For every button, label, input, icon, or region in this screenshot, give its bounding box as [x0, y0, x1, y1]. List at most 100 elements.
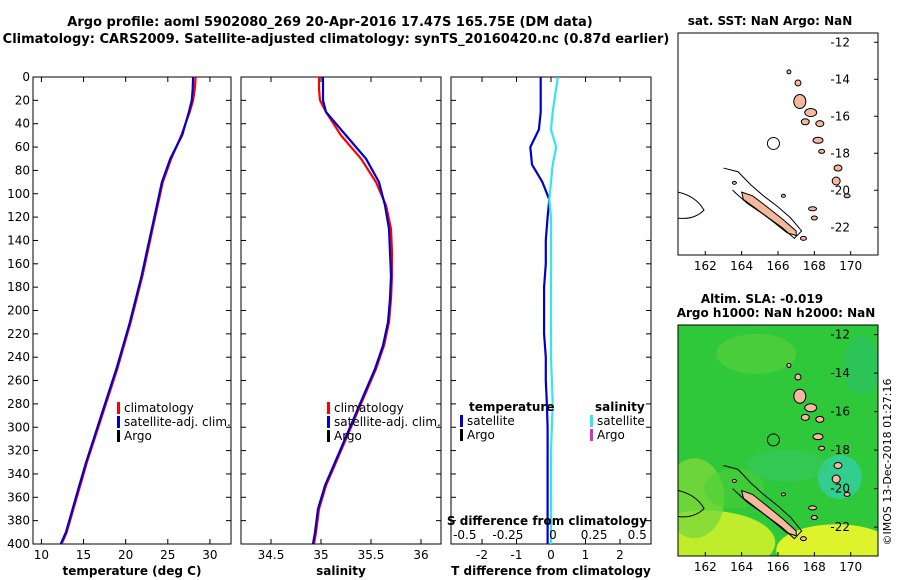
- depth-tick-label: 220: [7, 327, 30, 341]
- difference-temperature-legend-label: Argo: [467, 428, 495, 442]
- sst-map-xtick-label: 164: [730, 259, 753, 273]
- s-difference-label: S difference from climatology: [447, 514, 647, 528]
- island: [818, 148, 826, 154]
- sst-map-xtick-label: 162: [694, 259, 717, 273]
- new-caledonia-island: [740, 489, 797, 537]
- difference-xtick-label: 2: [616, 548, 624, 562]
- salinity-legend-label: climatology: [334, 401, 404, 415]
- temperature-xtick-label: 15: [76, 548, 91, 562]
- depth-tick-label: 60: [15, 140, 30, 154]
- temperature-satellite-line: [59, 77, 195, 544]
- depth-tick-label: 0: [22, 70, 30, 84]
- salinity-lines: [311, 77, 394, 544]
- island: [786, 69, 792, 75]
- sla-blob: [776, 524, 878, 556]
- salinity-legend-swatch: [327, 416, 330, 428]
- sst-map-title: sat. SST: NaN Argo: NaN: [688, 14, 853, 28]
- island: [794, 79, 802, 87]
- sst-map-ytick-label: -14: [830, 72, 850, 86]
- depth-tick-label: 340: [7, 467, 30, 481]
- sla-blob: [747, 449, 828, 482]
- t-difference-satellite-line: [529, 77, 551, 544]
- s-difference-tick-label: 0: [549, 528, 557, 542]
- island: [800, 413, 810, 421]
- salinity-xtick-label: 36: [413, 548, 428, 562]
- island: [808, 505, 818, 511]
- sla-map-xtick-label: 162: [694, 560, 717, 574]
- sst-map-ytick-label: -22: [830, 220, 850, 234]
- s-difference-tick-label: 0.25: [581, 528, 608, 542]
- legend-temperature-header: temperature: [469, 400, 554, 414]
- salinity-legend-label: Argo: [334, 429, 362, 443]
- salinity-legend-swatch: [327, 430, 330, 442]
- temperature-legend-label: climatology: [124, 401, 194, 415]
- depth-tick-label: 40: [15, 117, 30, 131]
- difference-temperature-legend-swatch: [460, 415, 463, 427]
- island: [815, 415, 825, 423]
- island: [786, 362, 792, 368]
- temperature-legend-label: Argo: [124, 429, 152, 443]
- temperature-legend-swatch: [117, 416, 120, 428]
- island: [731, 478, 737, 483]
- salinity-plot-frame: [240, 76, 442, 545]
- depth-tick-label: 100: [7, 187, 30, 201]
- sst-map-content: [678, 33, 878, 255]
- salinity-xlabel: salinity: [316, 564, 366, 578]
- sst-map-ytick-label: -12: [830, 35, 850, 49]
- sst-map-xtick-label: 166: [767, 259, 790, 273]
- sla-map-ytick-label: -20: [830, 482, 850, 496]
- temperature-legend-label: satellite-adj. clim.: [124, 415, 231, 429]
- island: [812, 136, 824, 144]
- difference-xtick-label: 1: [582, 548, 590, 562]
- island: [831, 176, 841, 186]
- sst-map-ytick-label: -18: [830, 146, 850, 160]
- difference-lines: [529, 77, 559, 544]
- temperature-xtick-label: 10: [34, 548, 49, 562]
- island: [833, 462, 843, 470]
- sla-title-line2: Argo h1000: NaN h2000: NaN: [677, 306, 876, 320]
- island: [793, 93, 807, 109]
- sla-map-ytick-label: -18: [830, 443, 850, 457]
- temperature-legend-swatch: [117, 430, 120, 442]
- sla-map-xtick-label: 166: [767, 560, 790, 574]
- sla-map-ytick-label: -14: [830, 366, 850, 380]
- depth-tick-label: 400: [7, 537, 30, 551]
- difference-xtick-label: -1: [511, 548, 523, 562]
- depth-tick-label: 200: [7, 304, 30, 318]
- sla-map-ytick-label: -22: [830, 520, 850, 534]
- depth-tick-label: 380: [7, 514, 30, 528]
- island: [843, 193, 851, 199]
- island: [799, 235, 807, 241]
- salinity-satellite-line: [311, 77, 393, 544]
- island: [810, 215, 818, 221]
- title-line1: Argo profile: aoml 5902080_269 20-Apr-20…: [67, 15, 592, 30]
- s-difference-tick-label: -0.25: [492, 528, 523, 542]
- sst-map-panel: 162 164 166 168 170 -12 -14 -16 -18 -20 -22 sat. SS…: [677, 14, 879, 273]
- salinity-xtick-label: 34.5: [258, 548, 285, 562]
- sst-map-ytick-label: -20: [830, 183, 850, 197]
- copyright-text: ©IMOS 13-Dec-2018 01:27:16: [881, 379, 894, 546]
- reef-contour: [723, 465, 803, 540]
- sla-map-content: [678, 325, 878, 556]
- island: [810, 515, 818, 520]
- island: [780, 492, 786, 497]
- island: [804, 108, 818, 118]
- difference-xlabel: T difference from climatology: [451, 564, 651, 578]
- depth-tick-label: 260: [7, 374, 30, 388]
- sst-map-xtick-label: 168: [803, 259, 826, 273]
- temperature-panel: 10 15 20 25 30020406080100120140160180200220…: [7, 70, 232, 578]
- depth-tick-label: 80: [15, 163, 30, 177]
- salinity-panel: 34.5 35 35.5 36 salinity climatologysatellite…: [240, 76, 442, 578]
- difference-salinity-legend-label: Argo: [597, 428, 625, 442]
- salinity-xtick-label: 35: [313, 548, 328, 562]
- salinity-xtick-label: 35.5: [358, 548, 385, 562]
- new-caledonia-island: [740, 191, 797, 237]
- island: [833, 164, 843, 172]
- island: [815, 120, 825, 128]
- depth-tick-label: 20: [15, 93, 30, 107]
- depth-tick-label: 320: [7, 444, 30, 458]
- sla-map-xtick-label: 164: [730, 560, 753, 574]
- difference-temperature-legend-swatch: [460, 429, 463, 441]
- depth-tick-label: 120: [7, 210, 30, 224]
